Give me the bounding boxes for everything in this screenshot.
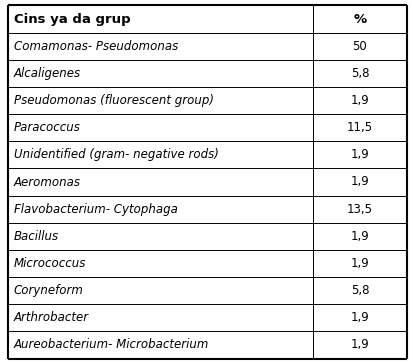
- Text: Aureobacterium- Microbacterium: Aureobacterium- Microbacterium: [14, 339, 209, 352]
- Text: 1,9: 1,9: [351, 311, 369, 324]
- Text: Micrococcus: Micrococcus: [14, 257, 86, 270]
- Text: 5,8: 5,8: [351, 67, 369, 80]
- Text: 1,9: 1,9: [351, 230, 369, 243]
- Text: Unidentified (gram- negative rods): Unidentified (gram- negative rods): [14, 149, 219, 161]
- Text: 1,9: 1,9: [351, 149, 369, 161]
- Text: 13,5: 13,5: [347, 203, 373, 215]
- Text: Flavobacterium- Cytophaga: Flavobacterium- Cytophaga: [14, 203, 178, 215]
- Text: 1,9: 1,9: [351, 339, 369, 352]
- Text: Pseudomonas (fluorescent group): Pseudomonas (fluorescent group): [14, 94, 214, 107]
- Text: Coryneform: Coryneform: [14, 284, 83, 297]
- Text: Comamonas- Pseudomonas: Comamonas- Pseudomonas: [14, 40, 178, 53]
- Text: Cins ya da grup: Cins ya da grup: [14, 12, 130, 25]
- Text: Arthrobacter: Arthrobacter: [14, 311, 89, 324]
- Text: 50: 50: [352, 40, 367, 53]
- Text: 1,9: 1,9: [351, 175, 369, 189]
- Text: Bacillus: Bacillus: [14, 230, 59, 243]
- Text: 11,5: 11,5: [347, 121, 373, 134]
- Text: 1,9: 1,9: [351, 257, 369, 270]
- Text: Paracoccus: Paracoccus: [14, 121, 81, 134]
- Text: 1,9: 1,9: [351, 94, 369, 107]
- Text: Alcaligenes: Alcaligenes: [14, 67, 81, 80]
- Text: Aeromonas: Aeromonas: [14, 175, 81, 189]
- Text: 5,8: 5,8: [351, 284, 369, 297]
- Text: %: %: [353, 12, 366, 25]
